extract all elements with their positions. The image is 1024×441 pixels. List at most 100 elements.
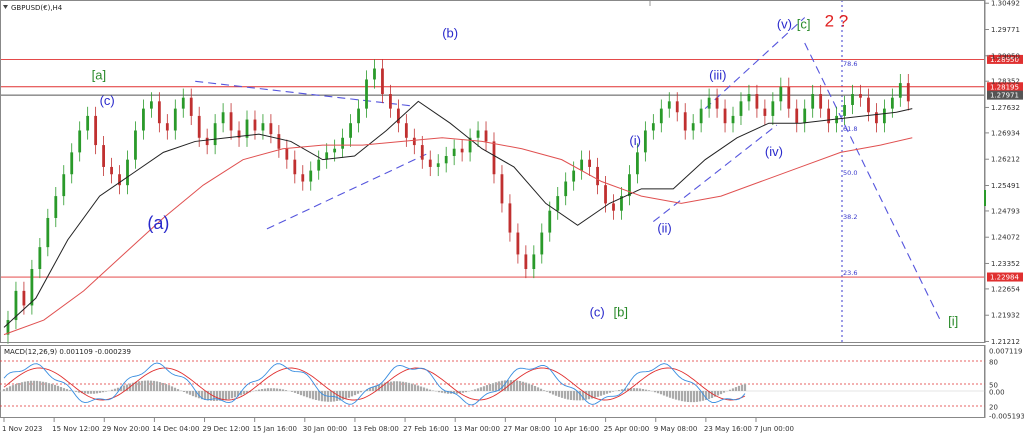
trend-line [195, 80, 411, 107]
price-tick-label: 1.24793 [991, 207, 1020, 215]
wave-label: (a) [147, 213, 169, 233]
wave-label: (i) [629, 133, 641, 148]
wave-label: (iv) [765, 144, 783, 159]
trend-line [704, 17, 806, 110]
price-candle-body [628, 174, 631, 197]
price-candle-body [325, 152, 329, 160]
time-tick-label: 14 Dec 04:00 [152, 425, 199, 433]
price-level-tag [987, 272, 1023, 282]
price-candle-body [110, 166, 113, 175]
price-candle-body [205, 137, 209, 146]
symbol-header[interactable]: GBPUSD(€),H4 [3, 4, 63, 12]
series-group [3, 59, 913, 344]
price-candle-body [229, 112, 233, 131]
time-tick-label: 9 May 08:00 [654, 425, 698, 433]
price-level-label: 1.28195 [990, 83, 1019, 91]
fib-level-label: 61.8 [843, 125, 857, 133]
price-candle-body [396, 108, 400, 124]
price-candle-body [157, 101, 161, 124]
price-candle-body [755, 94, 759, 109]
time-tick-label: 10 Apr 16:00 [553, 425, 599, 433]
wave-labels: [a] (c) (a) (b) (i) (ii) (iii) (iv) (v) [c] 2 ? (c)… [92, 12, 959, 329]
price-candle-body [293, 159, 297, 175]
price-candle-body [460, 148, 464, 153]
price-candle-body [118, 174, 121, 186]
price-candle-body [317, 159, 321, 171]
price-candle-body [181, 97, 185, 109]
chevron-down-icon[interactable] [3, 5, 8, 9]
price-level-label: 1.27971 [990, 92, 1019, 100]
price-tick-label: 1.23352 [991, 260, 1020, 268]
price-candle-body [548, 210, 552, 233]
macd-panel: MACD(12,26,9) 0.001109 -0.000239 0.00711… [0, 345, 1024, 421]
price-candle-body [389, 94, 392, 109]
macd-main-line [3, 362, 746, 406]
price-tick-label: 1.26934 [991, 129, 1020, 137]
time-tick-label: 1 Nov 2023 [2, 425, 42, 433]
price-candle-body [659, 108, 663, 124]
price-candle-body [420, 145, 424, 160]
price-candle-body [779, 86, 783, 102]
price-candle-body [221, 112, 225, 124]
wave-label: [b] [614, 304, 628, 319]
price-candle-body [723, 108, 727, 124]
time-tick-label: 27 Mar 08:00 [503, 425, 550, 433]
price-candle-body [126, 159, 129, 186]
price-candle-body [715, 97, 719, 109]
price-tick-label: 1.28352 [991, 78, 1020, 86]
price-candle-body [46, 217, 50, 248]
price-tick-label: 1.29771 [991, 26, 1020, 34]
price-candle-body [277, 134, 281, 149]
trend-line [266, 153, 427, 230]
price-candle-body [508, 203, 512, 233]
price-candle-body [22, 290, 26, 306]
price-candle-body [875, 112, 878, 124]
price-candle-body [620, 196, 623, 211]
macd-axis-ticks: 0.007119 80 500.00 20-0.005193 [989, 348, 1024, 421]
price-candle-body [237, 130, 241, 138]
macd-tick-label: 50 [989, 382, 998, 390]
price-candle-body [492, 141, 496, 175]
trend-lines [195, 17, 941, 321]
price-candle-body [843, 104, 846, 116]
macd-oscillator [2, 362, 747, 406]
price-candle-body [643, 130, 647, 153]
price-candle-body [484, 130, 488, 142]
fib-level-label: 78.6 [843, 60, 857, 68]
price-candle-body [731, 115, 735, 124]
wave-label: [c] [797, 16, 811, 31]
price-candle-body [428, 159, 432, 167]
price-candle-body [412, 137, 416, 146]
price-candle-body [500, 174, 504, 204]
price-candle-body [30, 269, 34, 306]
fast-ma-line [3, 100, 913, 328]
price-candle-body [819, 94, 823, 109]
wave-label: (v) [777, 16, 792, 31]
wave-label: (b) [442, 26, 458, 41]
price-candle-body [787, 86, 791, 109]
price-level-tag [987, 82, 1023, 92]
price-tick-label: 1.30492 [991, 0, 1020, 8]
price-candle-body [62, 174, 66, 197]
price-candle-body [365, 79, 368, 109]
macd-signal-line [3, 367, 746, 401]
wave-label: [i] [948, 314, 958, 329]
price-candle-body [436, 163, 440, 167]
price-candle-body [245, 119, 249, 138]
price-candle-body [54, 196, 58, 218]
time-tick-label: 27 Feb 16:00 [403, 425, 449, 433]
price-candle-body [612, 203, 615, 211]
price-candle-body [532, 254, 536, 270]
price-tick-label: 1.25491 [991, 182, 1020, 190]
macd-tick-label: 80 [989, 359, 998, 367]
price-tick-label: 1.22654 [991, 285, 1020, 293]
price-candle-body [253, 119, 257, 131]
price-candle-body [86, 115, 90, 131]
price-tick-label: 1.21212 [991, 338, 1020, 346]
macd-label: MACD(12,26,9) 0.001109 -0.000239 [4, 348, 131, 356]
price-level-label: 1.22984 [990, 274, 1019, 282]
time-tick-label: 29 Dec 12:00 [203, 425, 250, 433]
price-candle-body [404, 123, 408, 138]
